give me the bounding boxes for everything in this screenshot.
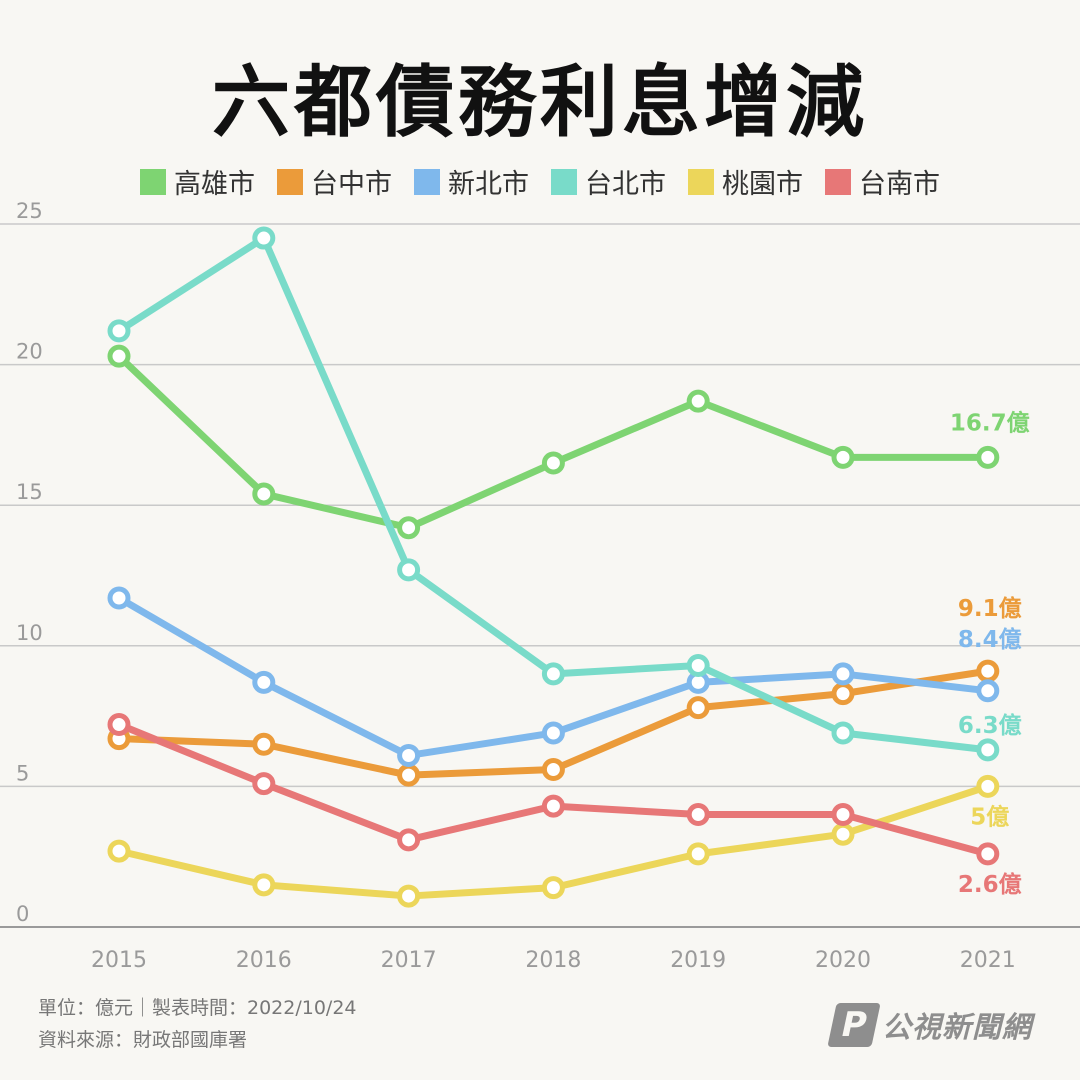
line-chart: 0 5 10 15 20 25 2015 2016 2017 2018 2019 2020 2021 16… [0, 199, 1080, 973]
data-point [976, 738, 1000, 762]
legend-label: 台中市 [311, 169, 392, 200]
legend-item: 高雄市 [140, 162, 255, 201]
footer: 單位：億元｜製表時間：2022/10/24 資料來源：財政部國庫署 [38, 992, 357, 1056]
y-tick-label: 20 [16, 340, 43, 364]
chart-title: 六都債務利息增減 [211, 58, 868, 148]
data-point [541, 721, 565, 745]
legend-label: 台南市 [859, 169, 940, 200]
x-tick-label: 2019 [670, 948, 726, 973]
brand-logo: P 公視新聞網 [827, 1003, 1033, 1047]
data-point [831, 822, 855, 846]
data-point [976, 445, 1000, 469]
legend-swatch [277, 168, 303, 195]
data-point [686, 389, 710, 413]
data-label: 9.1億 [958, 595, 1022, 622]
data-label: 2.6億 [958, 871, 1022, 898]
x-tick-label: 2018 [525, 948, 581, 973]
legend-swatch [551, 168, 577, 195]
legend-item: 台南市 [825, 162, 940, 201]
legend-swatch [825, 168, 851, 195]
data-point [976, 842, 1000, 866]
data-point [107, 713, 131, 737]
legend-swatch [688, 168, 714, 195]
y-tick-label: 15 [16, 480, 43, 504]
legend-swatch [140, 168, 166, 195]
series-line [115, 352, 992, 532]
data-point [686, 842, 710, 866]
data-point [397, 558, 421, 582]
pts-logo-icon: P [827, 1003, 881, 1047]
data-label: 16.7億 [950, 409, 1030, 436]
legend-swatch [414, 168, 440, 195]
data-point [831, 721, 855, 745]
legend-label: 高雄市 [174, 169, 255, 200]
data-point [252, 873, 276, 897]
legend-label: 桃園市 [722, 169, 803, 200]
data-point [976, 774, 1000, 798]
x-tick-label: 2020 [815, 948, 871, 973]
data-point [686, 653, 710, 677]
data-point [976, 659, 1000, 683]
data-point [252, 772, 276, 796]
y-tick-label: 10 [16, 621, 43, 645]
legend-label: 新北市 [448, 169, 529, 200]
data-point [252, 482, 276, 506]
data-point [107, 586, 131, 610]
data-label: 6.3億 [958, 712, 1022, 739]
y-tick-label: 0 [16, 902, 29, 926]
data-point [252, 226, 276, 250]
data-point [541, 758, 565, 782]
data-point [252, 732, 276, 756]
data-point [397, 763, 421, 787]
x-tick-label: 2017 [381, 948, 437, 973]
y-tick-label: 5 [16, 761, 29, 785]
data-point [252, 670, 276, 694]
data-label: 5億 [970, 803, 1009, 830]
data-point [397, 743, 421, 767]
data-point [107, 319, 131, 343]
legend-item: 台北市 [551, 162, 666, 201]
legend-item: 桃園市 [688, 162, 803, 201]
unit-note: 單位：億元｜製表時間：2022/10/24 [38, 997, 357, 1019]
data-point [831, 662, 855, 686]
data-point [686, 696, 710, 720]
legend-item: 新北市 [414, 162, 529, 201]
data-point [831, 682, 855, 706]
legend: 高雄市 台中市 新北市 台北市 桃園市 台南市 [0, 162, 1080, 201]
data-point [397, 884, 421, 908]
legend-item: 台中市 [277, 162, 392, 201]
data-point [831, 803, 855, 827]
data-point [541, 662, 565, 686]
data-point [976, 679, 1000, 703]
data-point [541, 876, 565, 900]
data-point [397, 828, 421, 852]
data-point [541, 794, 565, 818]
data-point [107, 839, 131, 863]
x-tick-label: 2021 [960, 948, 1016, 973]
data-point [831, 445, 855, 469]
brand-name: 公視新聞網 [882, 1010, 1033, 1044]
legend-label: 台北市 [585, 169, 666, 200]
source-note: 資料來源：財政部國庫署 [38, 1029, 248, 1051]
data-point [107, 344, 131, 368]
x-tick-label: 2015 [91, 948, 147, 973]
data-point [397, 516, 421, 540]
y-tick-label: 25 [16, 199, 43, 223]
data-point [541, 451, 565, 475]
data-label: 8.4億 [958, 626, 1022, 653]
data-point [686, 803, 710, 827]
x-tick-label: 2016 [236, 948, 292, 973]
